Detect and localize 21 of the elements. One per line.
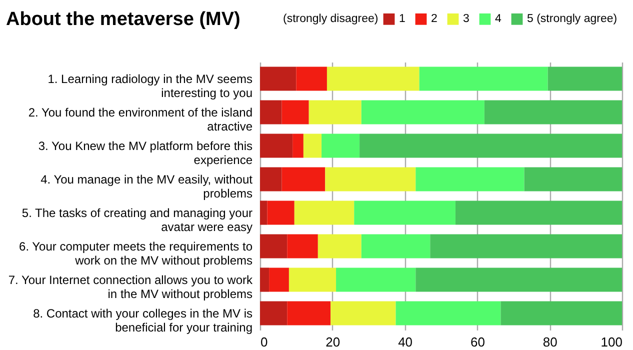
y-tick-label: 2. You found the environment of the island atractive	[28, 105, 253, 134]
x-tick-label: 100	[600, 334, 622, 350]
y-tick-label: 6. Your computer meets the requirements to work on the MV without problems	[19, 239, 253, 268]
y-tick-label: 4. You manage in the MV easily, without problems	[40, 172, 254, 200]
legend-label: 4	[495, 13, 502, 26]
legend-title: (strongly disagree)	[283, 13, 378, 25]
y-tick-label: 3. You Knew the MV platform before this experience	[38, 138, 253, 167]
legend-label: 5 (strongly agree)	[527, 13, 618, 26]
x-tick-label: 40	[398, 334, 413, 350]
legend-label: 3	[463, 13, 470, 26]
legend-label: 2	[431, 13, 438, 26]
x-tick-label: 60	[470, 334, 485, 350]
y-tick-label: 5. The tasks of creating and managing your avatar were easy	[22, 206, 252, 234]
y-tick-label: 8. Contact with your colleges in the MV is beneficial for your training	[33, 306, 252, 334]
x-tick-label: 0	[260, 334, 268, 350]
x-tick-label: 20	[326, 334, 340, 350]
y-tick-label: 1. Learning radiology in the MV seems interesting to you	[48, 72, 252, 100]
chart-title: About the metaverse (MV)	[6, 9, 240, 30]
x-tick-label: 80	[542, 334, 558, 350]
y-tick-label: 7. Your Internet connection allows you to work in the MV without problems	[8, 272, 254, 301]
legend-label: 1	[399, 13, 406, 26]
